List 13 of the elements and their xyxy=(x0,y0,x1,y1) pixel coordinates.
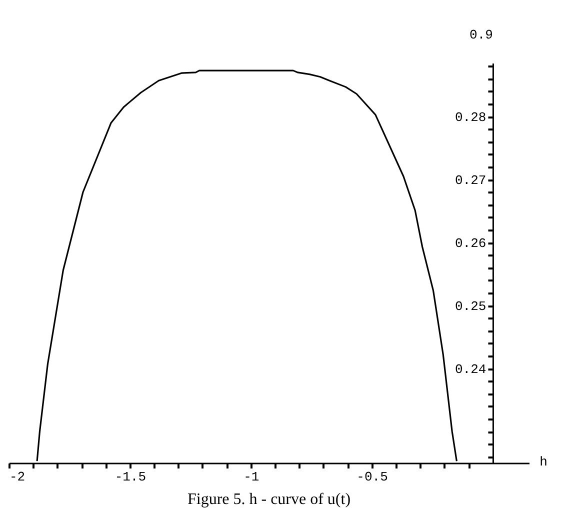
y-tick-label: 0.26 xyxy=(455,236,486,252)
text: Figure 5. h - curve of u(t) xyxy=(187,491,351,508)
line-series xyxy=(36,70,458,462)
y-tick-label: 0.28 xyxy=(455,110,486,126)
x-tick-label: -2 xyxy=(10,470,26,484)
x-axis-title: h xyxy=(540,454,548,470)
y-tick-label: 0.25 xyxy=(455,299,486,314)
y-tick-label: 0.24 xyxy=(455,362,486,378)
x-tick-label: -0.5 xyxy=(356,470,388,484)
y-axis-title: 0.9 xyxy=(470,28,493,42)
x-tick-label: -1 xyxy=(244,470,260,484)
y-tick-label: 0.27 xyxy=(455,173,486,188)
x-tick-label: -1.5 xyxy=(114,470,146,484)
